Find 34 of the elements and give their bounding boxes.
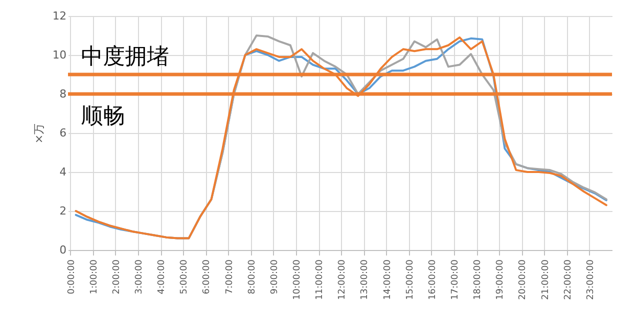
ref-line-label: 中度拥堵: [81, 44, 169, 70]
x-tick-label: 12:00:00: [338, 259, 348, 300]
y-axis-title: ×万: [32, 123, 46, 144]
x-tick-label: 8:00:00: [247, 259, 258, 294]
x-tick-label: 6:00:00: [202, 259, 212, 294]
x-tick-label: 21:00:00: [540, 259, 551, 300]
x-tick-label: 14:00:00: [382, 259, 393, 300]
y-tick-label: 0: [60, 244, 66, 256]
x-tick-label: 5:00:00: [180, 259, 190, 294]
x-tick-label: 9:00:00: [270, 259, 280, 294]
x-tick-label: 11:00:00: [315, 259, 326, 300]
x-tick-label: 13:00:00: [360, 259, 370, 300]
x-tick-label: 22:00:00: [563, 259, 574, 300]
x-tick-label: 1:00:00: [89, 259, 100, 294]
x-tick-label: 23:00:00: [586, 259, 596, 300]
x-tick-label: 15:00:00: [405, 259, 416, 300]
x-tick-label: 4:00:00: [157, 259, 168, 294]
x-tick-label: 18:00:00: [473, 259, 484, 300]
y-tick-label: 4: [60, 166, 66, 178]
y-tick-label: 6: [60, 126, 66, 140]
x-tick-label: 2:00:00: [112, 259, 122, 294]
x-tick-label: 19:00:00: [496, 259, 506, 300]
x-tick-label: 10:00:00: [292, 259, 302, 300]
x-tick-label: 16:00:00: [428, 259, 438, 300]
x-tick-label: 20:00:00: [518, 259, 528, 300]
y-tick-label: 10: [52, 48, 66, 62]
ref-line-label: 顺畅: [81, 104, 125, 129]
y-tick-label: 8: [60, 88, 66, 100]
x-tick-label: 17:00:00: [450, 259, 460, 300]
y-tick-label: 12: [52, 10, 66, 22]
x-tick-label: 3:00:00: [134, 259, 144, 294]
x-tick-label: 7:00:00: [224, 259, 235, 294]
x-tick-label: 0:00:00: [66, 259, 77, 294]
y-tick-label: 2: [60, 204, 66, 218]
